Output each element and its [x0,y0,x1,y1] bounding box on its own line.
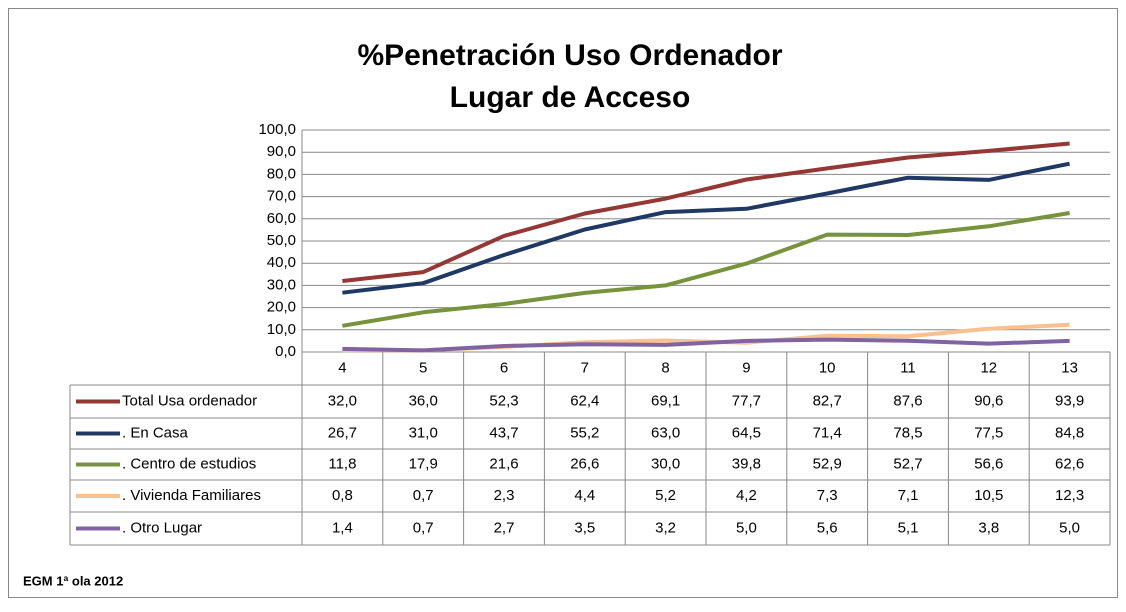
source-note: EGM 1ª ola 2012 [23,573,123,588]
value-label: 4,4 [574,487,595,504]
value-label: 5,0 [1059,519,1080,536]
legend-label: . Centro de estudios [122,455,256,472]
value-label: 5,1 [898,519,919,536]
series-line [342,337,1070,353]
value-label: 1,4 [332,519,353,536]
x-tick-label: 8 [661,359,669,376]
value-label: 2,3 [494,487,515,504]
value-label: 31,0 [409,424,438,441]
y-tick-label: 10,0 [267,321,296,338]
value-label: 5,2 [655,487,676,504]
y-tick-label: 60,0 [267,210,296,227]
y-tick-label: 70,0 [267,188,296,205]
value-label: 82,7 [813,392,842,409]
value-label: 77,5 [974,424,1003,441]
x-tick-label: 9 [742,359,750,376]
chart-border [8,8,1118,598]
value-label: 3,5 [574,519,595,536]
series-line [342,211,1070,328]
value-label: 55,2 [570,424,599,441]
value-label: 78,5 [893,424,922,441]
value-label: 12,3 [1055,487,1084,504]
value-label: 36,0 [409,392,438,409]
y-tick-label: 20,0 [267,299,296,316]
value-label: 0,7 [413,519,434,536]
value-label: 56,6 [974,455,1003,472]
x-tick-label: 13 [1061,359,1078,376]
y-tick-label: 90,0 [267,143,296,160]
legend-label: . Vivienda Familiares [122,487,261,504]
value-label: 3,8 [978,519,999,536]
value-label: 17,9 [409,455,438,472]
value-label: 52,3 [489,392,518,409]
x-tick-label: 12 [980,359,997,376]
value-label: 69,1 [651,392,680,409]
value-label: 93,9 [1055,392,1084,409]
x-tick-label: 6 [500,359,508,376]
value-label: 0,7 [413,487,434,504]
value-label: 64,5 [732,424,761,441]
value-label: 26,6 [570,455,599,472]
value-label: 5,6 [817,519,838,536]
x-tick-label: 7 [581,359,589,376]
series-line [342,161,1070,295]
x-tick-label: 4 [338,359,346,376]
value-label: 0,8 [332,487,353,504]
value-label: 71,4 [813,424,842,441]
value-label: 21,6 [489,455,518,472]
x-tick-label: 5 [419,359,427,376]
value-label: 87,6 [893,392,922,409]
y-tick-label: 80,0 [267,165,296,182]
series-line [342,141,1070,283]
value-label: 52,7 [893,455,922,472]
y-tick-label: 30,0 [267,276,296,293]
value-label: 7,1 [898,487,919,504]
value-label: 26,7 [328,424,357,441]
x-tick-label: 11 [900,359,916,376]
value-label: 2,7 [494,519,515,536]
value-label: 62,6 [1055,455,1084,472]
value-label: 90,6 [974,392,1003,409]
y-tick-label: 50,0 [267,232,296,249]
legend-label: Total Usa ordenador [122,392,257,409]
value-label: 62,4 [570,392,599,409]
value-label: 52,9 [813,455,842,472]
value-label: 77,7 [732,392,761,409]
legend-label: . En Casa [122,424,189,441]
value-label: 39,8 [732,455,761,472]
legend-label: . Otro Lugar [122,519,202,536]
chart-subtitle: Lugar de Acceso [450,81,691,114]
chart-title: %Penetración Uso Ordenador [357,39,782,72]
value-label: 63,0 [651,424,680,441]
y-tick-label: 40,0 [267,254,296,271]
value-label: 7,3 [817,487,838,504]
y-tick-label: 0,0 [275,343,296,360]
y-tick-label: 100,0 [258,121,296,138]
value-label: 4,2 [736,487,757,504]
value-label: 32,0 [328,392,357,409]
x-tick-label: 10 [819,359,836,376]
value-label: 10,5 [974,487,1003,504]
value-label: 11,8 [328,455,356,472]
value-label: 30,0 [651,455,680,472]
value-label: 3,2 [655,519,676,536]
value-label: 84,8 [1055,424,1084,441]
value-label: 5,0 [736,519,757,536]
value-label: 43,7 [489,424,518,441]
